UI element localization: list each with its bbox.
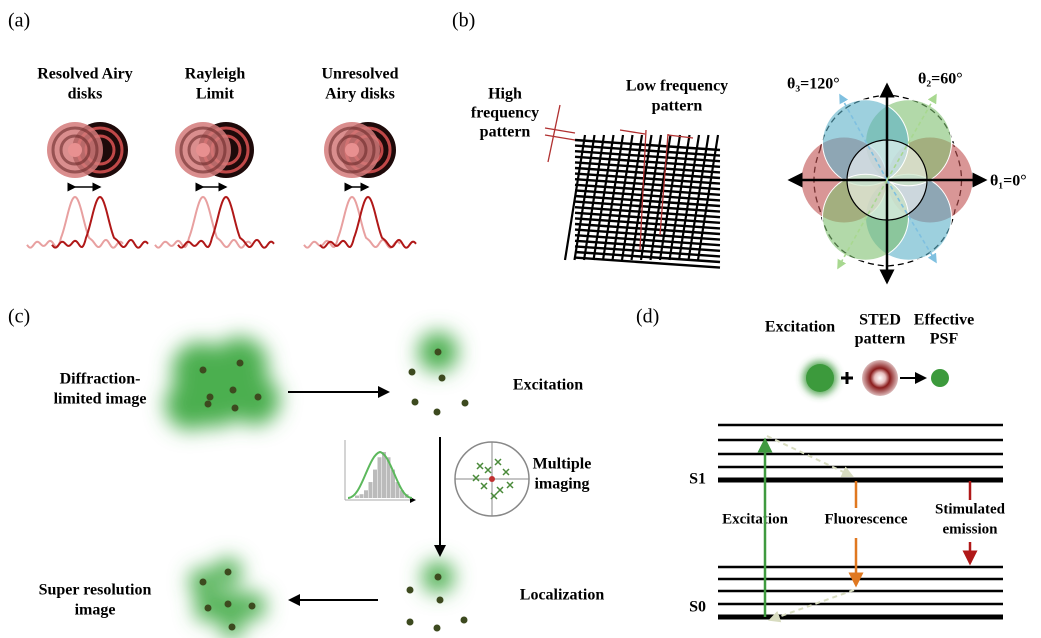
label: Excitation xyxy=(513,377,583,394)
panel-c: Diffraction- limited image Excitation Mu… xyxy=(39,332,605,638)
label: disks xyxy=(68,86,103,103)
airy-core xyxy=(196,143,210,157)
localization-cross xyxy=(477,463,483,469)
label: Resolved Airy xyxy=(37,66,133,83)
label: Low frequency xyxy=(626,78,728,95)
label: pattern xyxy=(855,331,906,348)
panel-a: Resolved Airy disks Rayleigh Limit Unres… xyxy=(27,66,416,248)
hist-bar xyxy=(364,490,368,498)
label: Localization xyxy=(520,587,605,604)
panel-tag: (d) xyxy=(636,306,659,328)
angle-label: θ₃=120° xyxy=(787,76,840,93)
panel-d: Excitation STED pattern Effective PSF S1… xyxy=(689,312,1008,620)
panel-tag: (c) xyxy=(8,306,30,328)
airy-core xyxy=(345,143,359,157)
label: High xyxy=(488,86,522,103)
label: pattern xyxy=(652,98,703,115)
localization-cross xyxy=(503,469,509,475)
excitation-spot xyxy=(806,364,834,392)
panel-tag: (b) xyxy=(452,10,475,32)
hist-bar xyxy=(373,470,377,498)
intensity-profile xyxy=(178,197,274,248)
label: Stimulated xyxy=(935,501,1006,517)
label: Airy disks xyxy=(325,86,395,103)
label: Unresolved xyxy=(321,66,398,83)
hist-bar xyxy=(355,496,359,498)
localization-cross xyxy=(481,483,487,489)
localization-cross xyxy=(507,482,513,488)
label: S0 xyxy=(689,599,706,616)
blur-blob xyxy=(165,332,458,638)
localization-cross xyxy=(495,459,501,465)
hist-bar xyxy=(378,457,382,498)
label: Excitation xyxy=(765,319,835,336)
guide xyxy=(545,128,575,133)
guide xyxy=(548,105,560,162)
label: PSF xyxy=(930,331,959,348)
panel-b: High frequency pattern Low frequency pat… xyxy=(471,71,1027,282)
label: emission xyxy=(942,521,998,537)
hist-bar xyxy=(369,482,373,498)
label: pattern xyxy=(480,124,531,141)
hist-bar xyxy=(360,494,364,498)
hist-bar xyxy=(382,452,386,498)
psf-spot xyxy=(931,369,949,387)
label: Fluorescence xyxy=(824,511,907,527)
angle-label: θ₁=0° xyxy=(990,173,1027,190)
arrow xyxy=(767,436,852,476)
label: image xyxy=(75,602,116,619)
guide xyxy=(545,135,575,140)
localization-cross xyxy=(497,487,503,493)
label: Limit xyxy=(196,86,235,103)
label: imaging xyxy=(534,476,589,493)
label: Effective xyxy=(914,312,974,329)
label: Super resolution xyxy=(39,582,152,599)
target xyxy=(455,442,529,516)
label: frequency xyxy=(471,105,539,122)
label: Excitation xyxy=(722,511,788,527)
label: Rayleigh xyxy=(185,66,246,83)
localization-cross xyxy=(473,475,479,481)
label: S1 xyxy=(689,471,706,488)
panel-tag: (a) xyxy=(8,10,30,32)
label: Multiple xyxy=(533,456,592,473)
figure: (a) Resolved Airy disks Rayleigh Limit U… xyxy=(0,0,1041,638)
label: STED xyxy=(859,312,901,329)
angle-label: θ₂=60° xyxy=(918,71,963,88)
histogram xyxy=(345,440,415,500)
airy-core xyxy=(68,143,82,157)
localization-cross xyxy=(485,467,491,473)
label: Diffraction- xyxy=(60,371,141,388)
guide xyxy=(620,130,645,134)
plus xyxy=(841,372,853,384)
intensity-profile xyxy=(155,197,251,248)
sted-spot xyxy=(862,360,898,396)
label: limited image xyxy=(54,391,147,408)
